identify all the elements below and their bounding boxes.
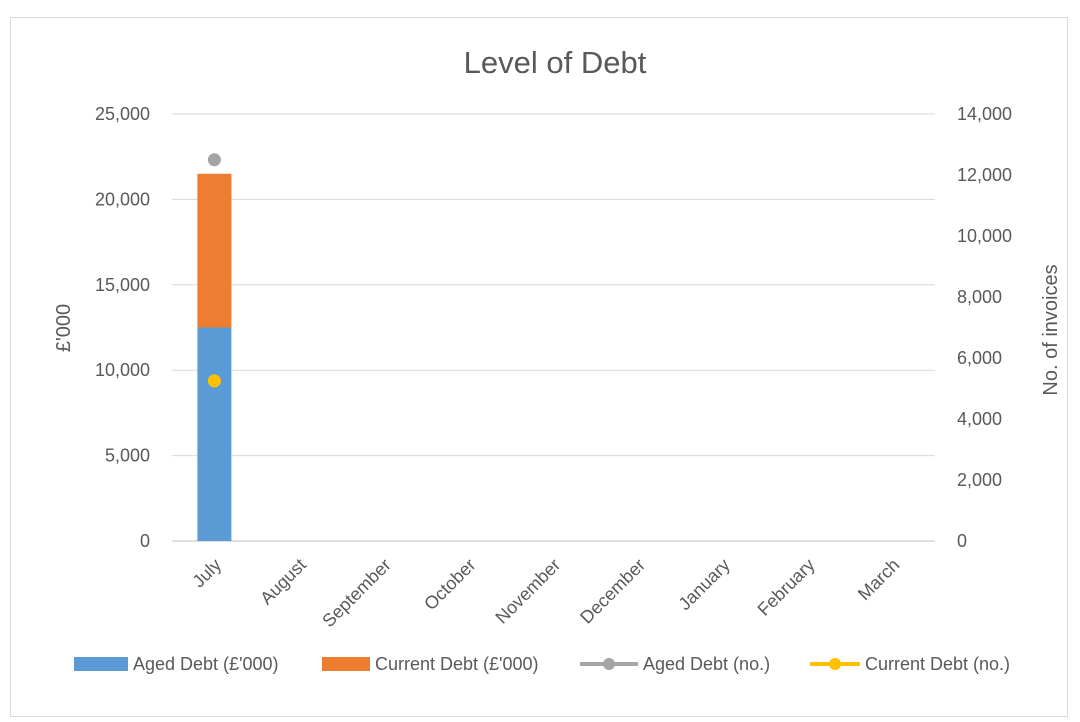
legend-swatch	[322, 657, 370, 671]
legend-label: Current Debt (£'000)	[375, 654, 539, 674]
x-axis-ticks: July August September October November Decemb…	[188, 555, 903, 631]
x-tick-label: December	[576, 555, 649, 628]
legend-label: Current Debt (no.)	[865, 654, 1010, 674]
y-axis-title: £'000	[53, 304, 75, 352]
y2-tick-label: 12,000	[957, 165, 1012, 185]
legend-swatch-marker	[829, 658, 841, 670]
y2-tick-label: 6,000	[957, 348, 1002, 368]
y2-axis-ticks: 0 2,000 4,000 6,000 8,000 10,000 12,000 14,000	[957, 104, 1012, 551]
x-tick-label: October	[420, 555, 479, 614]
bar-segment	[197, 173, 232, 328]
x-tick-label: September	[318, 555, 394, 631]
legend-label: Aged Debt (no.)	[643, 654, 770, 674]
y2-tick-label: 14,000	[957, 104, 1012, 124]
chart-title: Level of Debt	[464, 45, 647, 80]
y-tick-label: 25,000	[95, 104, 150, 124]
x-tick-label: November	[491, 555, 564, 628]
bars	[197, 173, 232, 541]
legend-label: Aged Debt (£'000)	[133, 654, 279, 674]
markers	[207, 153, 221, 388]
y2-tick-label: 2,000	[957, 470, 1002, 490]
y-tick-label: 15,000	[95, 275, 150, 295]
y-tick-label: 5,000	[105, 446, 150, 466]
y2-tick-label: 8,000	[957, 287, 1002, 307]
series-marker	[207, 374, 221, 388]
x-tick-label: March	[854, 555, 904, 605]
legend: Aged Debt (£'000) Current Debt (£'000) Age…	[74, 654, 1010, 674]
y2-tick-label: 10,000	[957, 226, 1012, 246]
x-tick-label: January	[674, 555, 733, 614]
bar-segment	[197, 327, 232, 541]
legend-swatch-marker	[603, 658, 615, 670]
y2-tick-label: 0	[957, 531, 967, 551]
x-tick-label: July	[188, 555, 225, 592]
chart-frame	[10, 17, 1068, 717]
series-marker	[207, 153, 221, 167]
y-tick-label: 10,000	[95, 360, 150, 380]
y2-tick-label: 4,000	[957, 409, 1002, 429]
y-tick-label: 0	[140, 531, 150, 551]
y-axis-ticks: 0 5,000 10,000 15,000 20,000 25,000	[95, 104, 150, 551]
y-tick-label: 20,000	[95, 189, 150, 209]
y2-axis-title: No. of invoices	[1040, 264, 1062, 395]
x-tick-label: February	[754, 555, 819, 620]
legend-swatch	[74, 657, 128, 671]
gridlines	[172, 113, 935, 542]
x-tick-label: August	[256, 555, 310, 609]
